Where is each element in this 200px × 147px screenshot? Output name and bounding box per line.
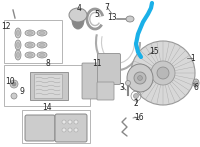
Circle shape bbox=[74, 128, 78, 132]
Circle shape bbox=[68, 120, 72, 124]
Ellipse shape bbox=[69, 8, 87, 22]
Ellipse shape bbox=[28, 31, 33, 35]
Circle shape bbox=[62, 120, 66, 124]
Ellipse shape bbox=[28, 54, 33, 56]
Ellipse shape bbox=[72, 11, 84, 29]
Ellipse shape bbox=[193, 79, 199, 87]
Ellipse shape bbox=[40, 44, 45, 46]
Circle shape bbox=[10, 80, 18, 88]
FancyBboxPatch shape bbox=[25, 115, 55, 141]
Text: 8: 8 bbox=[46, 59, 50, 67]
Circle shape bbox=[131, 41, 195, 105]
Circle shape bbox=[12, 82, 16, 86]
Circle shape bbox=[11, 93, 17, 99]
Circle shape bbox=[68, 128, 72, 132]
Ellipse shape bbox=[17, 30, 20, 35]
Text: 14: 14 bbox=[42, 103, 52, 112]
Circle shape bbox=[138, 76, 142, 80]
Ellipse shape bbox=[17, 52, 20, 57]
Ellipse shape bbox=[126, 16, 134, 22]
Ellipse shape bbox=[28, 44, 33, 46]
Circle shape bbox=[157, 67, 169, 79]
Ellipse shape bbox=[37, 42, 47, 48]
Ellipse shape bbox=[83, 64, 101, 96]
Ellipse shape bbox=[15, 40, 21, 50]
Text: 6: 6 bbox=[194, 82, 198, 91]
Text: 13: 13 bbox=[107, 12, 117, 21]
Ellipse shape bbox=[37, 52, 47, 58]
Text: 15: 15 bbox=[149, 46, 159, 56]
FancyBboxPatch shape bbox=[97, 82, 114, 100]
FancyBboxPatch shape bbox=[55, 114, 87, 142]
Ellipse shape bbox=[15, 50, 21, 60]
Ellipse shape bbox=[25, 52, 35, 58]
Text: 10: 10 bbox=[5, 76, 15, 86]
Circle shape bbox=[134, 72, 146, 84]
Text: 16: 16 bbox=[134, 112, 144, 122]
Circle shape bbox=[134, 93, 138, 98]
Ellipse shape bbox=[40, 54, 45, 56]
Circle shape bbox=[126, 81, 130, 86]
Text: 9: 9 bbox=[20, 86, 24, 96]
Ellipse shape bbox=[127, 64, 153, 92]
Text: 4: 4 bbox=[77, 4, 81, 12]
Text: 2: 2 bbox=[134, 98, 138, 107]
Text: 3: 3 bbox=[120, 82, 124, 91]
Ellipse shape bbox=[15, 28, 21, 38]
Bar bbox=[22, 110, 90, 143]
Text: 7: 7 bbox=[105, 2, 109, 11]
Text: 12: 12 bbox=[1, 21, 11, 30]
FancyBboxPatch shape bbox=[98, 54, 120, 85]
Bar bbox=[4, 20, 62, 63]
Circle shape bbox=[74, 120, 78, 124]
Text: 5: 5 bbox=[95, 10, 99, 19]
Ellipse shape bbox=[25, 42, 35, 48]
Ellipse shape bbox=[37, 30, 47, 36]
Text: 11: 11 bbox=[92, 59, 102, 67]
Text: 1: 1 bbox=[191, 54, 195, 62]
Bar bbox=[4, 65, 90, 106]
FancyBboxPatch shape bbox=[82, 63, 102, 99]
Ellipse shape bbox=[17, 42, 20, 47]
Circle shape bbox=[151, 61, 175, 85]
Ellipse shape bbox=[194, 81, 198, 85]
Ellipse shape bbox=[40, 31, 45, 35]
Ellipse shape bbox=[25, 30, 35, 36]
Circle shape bbox=[62, 128, 66, 132]
Bar bbox=[34, 74, 62, 98]
Bar bbox=[30, 72, 68, 100]
